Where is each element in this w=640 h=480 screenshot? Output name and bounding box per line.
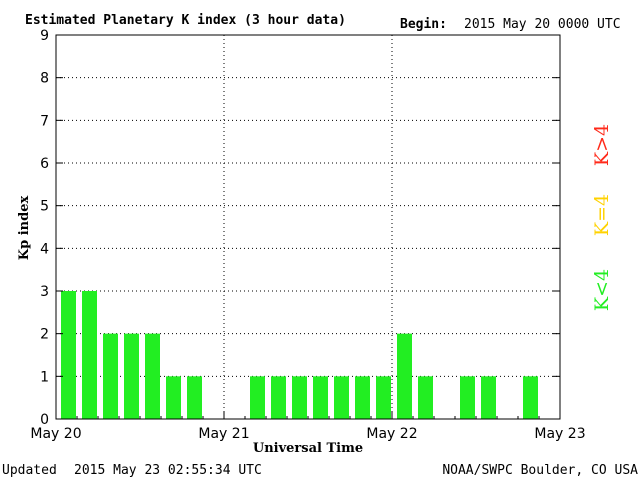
kp-bar [82, 291, 97, 419]
y-axis-label: Kp index [17, 196, 32, 261]
y-tick-label: 9 [40, 28, 49, 44]
y-tick-label: 5 [40, 199, 49, 215]
y-tick-label: 2 [40, 327, 49, 343]
kp-bar [145, 333, 160, 419]
source-credit: NOAA/SWPC Boulder, CO USA [442, 463, 638, 478]
x-tick-label: May 23 [534, 426, 585, 442]
kp-bar [250, 376, 265, 419]
legend-entry: K=4 [591, 194, 613, 236]
x-axis-ticks: May 20 May 21 May 22 May 23 [30, 411, 586, 442]
x-tick-label: May 21 [198, 426, 249, 442]
legend-entry: K>4 [591, 124, 613, 166]
y-tick-label: 7 [40, 113, 49, 129]
kp-bar [124, 333, 139, 419]
y-tick-label: 0 [40, 412, 49, 428]
bar-series [61, 291, 538, 419]
kp-bar [166, 376, 181, 419]
kp-bar [313, 376, 328, 419]
updated-value: 2015 May 23 02:55:34 UTC [74, 463, 262, 478]
y-tick-label: 4 [40, 241, 49, 257]
chart-title: Estimated Planetary K index (3 hour data… [25, 13, 346, 28]
kp-bar [460, 376, 475, 419]
x-axis-label: Universal Time [253, 441, 363, 456]
kp-bar [271, 376, 286, 419]
y-axis-ticks: 0 1 2 3 4 5 6 7 8 9 [40, 28, 560, 428]
kp-bar [187, 376, 202, 419]
kp-bar [481, 376, 496, 419]
begin-label: Begin: [400, 17, 447, 32]
kp-bar [334, 376, 349, 419]
updated-label: Updated [2, 463, 57, 478]
x-tick-label: May 20 [30, 426, 81, 442]
legend-entry: K<4 [591, 269, 613, 311]
kp-bar [355, 376, 370, 419]
legend: K>4 K=4 K<4 [591, 124, 613, 311]
kp-bar [523, 376, 538, 419]
y-tick-label: 3 [40, 284, 49, 300]
kp-bar [61, 291, 76, 419]
y-tick-label: 1 [40, 369, 49, 385]
y-tick-label: 6 [40, 156, 49, 172]
begin-value: 2015 May 20 0000 UTC [464, 17, 621, 32]
kp-bar [397, 333, 412, 419]
y-tick-label: 8 [40, 71, 49, 87]
x-tick-label: May 22 [366, 426, 417, 442]
kp-bar [376, 376, 391, 419]
kp-bar [418, 376, 433, 419]
kp-bar [292, 376, 307, 419]
kp-bar [103, 333, 118, 419]
